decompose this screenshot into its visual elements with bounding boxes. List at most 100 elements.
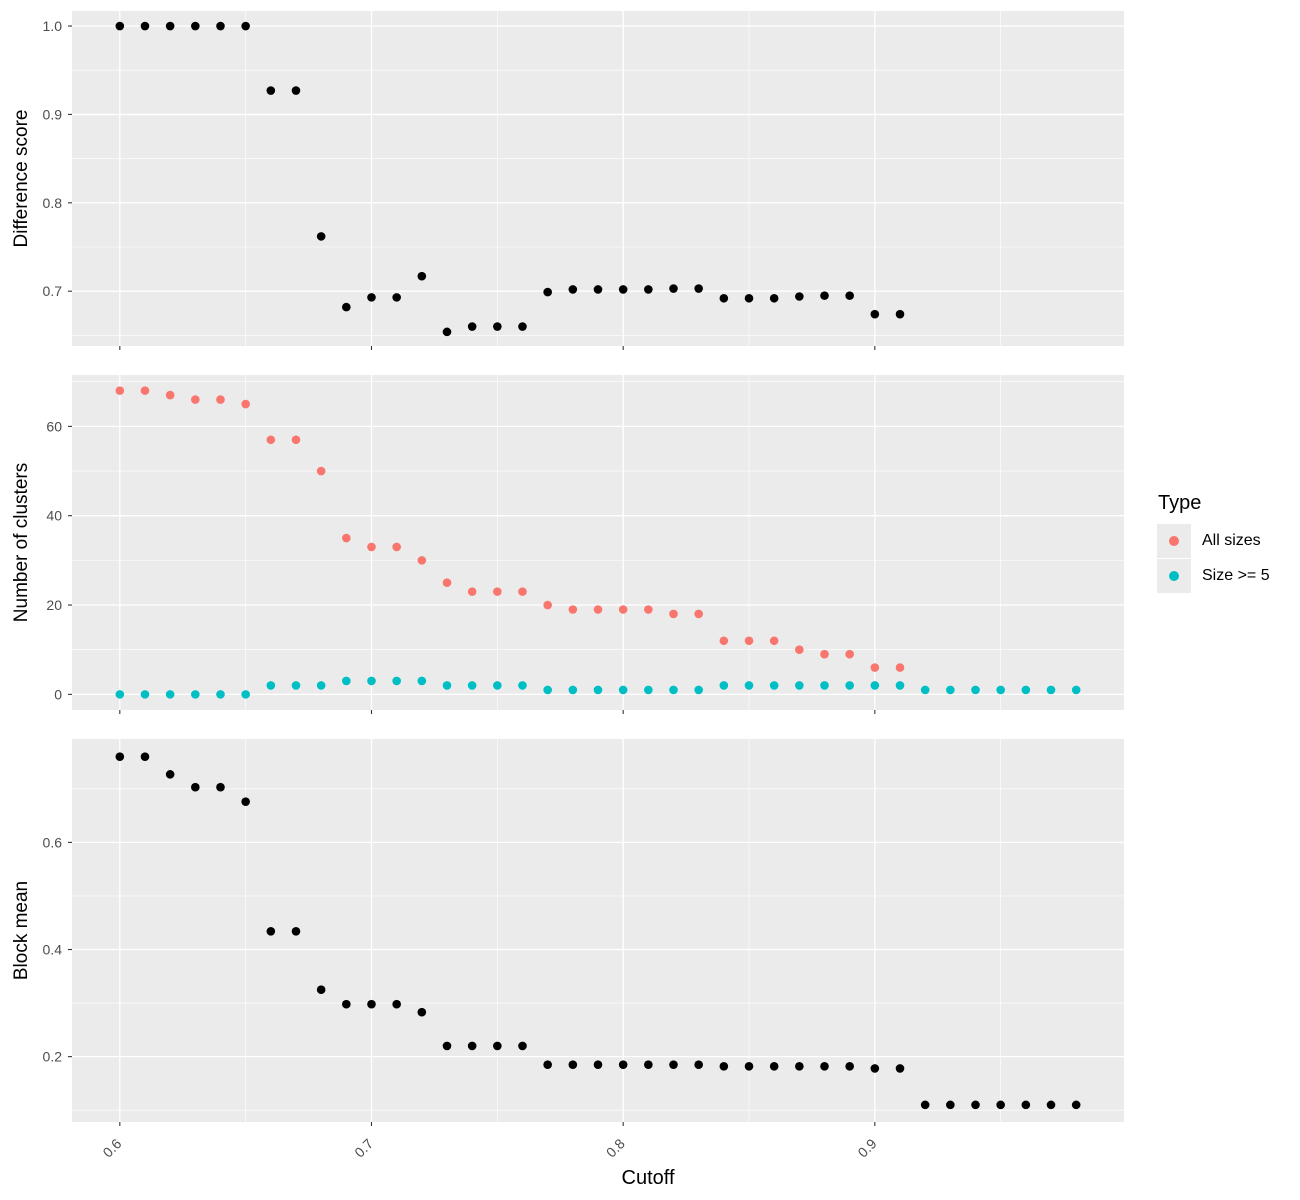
data-point-size-5 — [820, 681, 829, 690]
data-point-difference-score — [769, 293, 779, 303]
data-point-block-mean — [518, 1041, 527, 1051]
data-point-size-5 — [316, 681, 326, 690]
data-point-size-5 — [744, 681, 754, 690]
y-axis-title-difference-score: Difference score — [11, 110, 32, 248]
data-point-block-mean — [845, 1061, 854, 1071]
data-point-difference-score — [191, 21, 200, 31]
legend-title: Type — [1158, 492, 1202, 514]
data-point-block-mean — [493, 1041, 502, 1051]
data-point-block-mean — [316, 985, 326, 994]
data-point-size-5 — [417, 676, 427, 686]
y-tick-label-block-mean: 0.2 — [43, 1049, 63, 1065]
y-tick-label-number-of-clusters: 0 — [54, 686, 62, 702]
data-point-all-sizes — [216, 395, 225, 404]
data-point-size-5 — [241, 690, 250, 699]
data-point-block-mean — [417, 1007, 427, 1017]
data-point-all-sizes — [795, 645, 804, 654]
y-axis-title-number-of-clusters: Number of clusters — [11, 463, 32, 622]
data-point-block-mean — [367, 999, 376, 1009]
data-point-block-mean — [593, 1060, 603, 1069]
data-point-all-sizes — [241, 399, 250, 409]
data-point-size-5 — [1021, 685, 1031, 695]
data-point-all-sizes — [618, 605, 628, 614]
data-point-size-5 — [593, 685, 603, 695]
x-axis-title: Cutoff — [622, 1167, 675, 1189]
data-point-block-mean — [820, 1061, 829, 1071]
data-point-all-sizes — [568, 605, 578, 614]
data-point-size-5 — [115, 690, 125, 699]
data-point-all-sizes — [165, 390, 175, 400]
data-point-block-mean — [216, 782, 225, 792]
y-tick-label-difference-score: 0.8 — [43, 195, 63, 211]
data-point-all-sizes — [191, 395, 200, 404]
data-point-block-mean — [291, 927, 301, 936]
data-point-difference-score — [115, 21, 125, 31]
data-point-block-mean — [467, 1041, 477, 1051]
data-point-difference-score — [140, 21, 150, 31]
data-point-difference-score — [543, 287, 552, 297]
data-point-difference-score — [820, 291, 829, 300]
data-point-difference-score — [467, 322, 477, 331]
data-point-size-5 — [442, 681, 452, 690]
legend: Type All sizes Size >= 5 — [1150, 490, 1290, 600]
data-point-size-5 — [946, 685, 955, 695]
data-point-size-5 — [1071, 685, 1081, 695]
data-point-difference-score — [266, 86, 276, 95]
data-point-all-sizes — [744, 636, 754, 646]
data-point-block-mean — [342, 999, 351, 1009]
data-point-all-sizes — [518, 587, 527, 596]
data-point-block-mean — [191, 782, 200, 792]
data-point-size-5 — [568, 685, 578, 695]
data-point-all-sizes — [115, 386, 125, 395]
data-point-difference-score — [870, 309, 880, 319]
panel-background-difference-score — [72, 11, 1124, 346]
data-point-difference-score — [442, 327, 452, 337]
y-tick-label-number-of-clusters: 60 — [46, 418, 62, 434]
data-point-all-sizes — [845, 649, 854, 659]
legend-key-all-sizes — [1157, 524, 1191, 558]
data-point-difference-score — [644, 285, 653, 294]
data-point-size-5 — [996, 685, 1005, 695]
data-point-size-5 — [216, 690, 225, 699]
data-point-all-sizes — [140, 386, 150, 395]
data-point-all-sizes — [392, 542, 401, 552]
data-point-all-sizes — [593, 605, 603, 614]
data-point-all-sizes — [266, 435, 276, 445]
data-point-difference-score — [241, 21, 250, 31]
y-tick-label-block-mean: 0.4 — [43, 942, 63, 958]
panel-background-number-of-clusters — [72, 375, 1124, 710]
data-point-all-sizes — [417, 556, 427, 565]
data-point-size-5 — [669, 685, 678, 695]
data-point-difference-score — [392, 293, 401, 302]
data-point-block-mean — [1021, 1100, 1031, 1110]
data-point-all-sizes — [342, 533, 351, 543]
y-tick-label-block-mean: 0.6 — [43, 834, 63, 850]
data-point-difference-score — [342, 302, 351, 312]
data-point-block-mean — [795, 1061, 804, 1071]
data-point-all-sizes — [316, 466, 326, 476]
data-point-all-sizes — [442, 578, 452, 587]
data-point-size-5 — [644, 685, 653, 695]
data-point-block-mean — [618, 1060, 628, 1069]
data-point-block-mean — [442, 1041, 452, 1051]
legend-label-all-sizes: All sizes — [1202, 532, 1261, 549]
data-point-block-mean — [920, 1100, 930, 1110]
data-point-size-5 — [291, 681, 301, 690]
data-point-block-mean — [946, 1100, 955, 1110]
data-point-block-mean — [870, 1064, 880, 1073]
data-point-difference-score — [493, 322, 502, 331]
data-point-size-5 — [165, 690, 175, 699]
data-point-difference-score — [618, 285, 628, 294]
legend-dot-all-sizes — [1169, 536, 1179, 546]
data-point-difference-score — [795, 292, 804, 301]
data-point-all-sizes — [367, 542, 376, 552]
data-point-block-mean — [1071, 1100, 1081, 1110]
data-point-all-sizes — [291, 435, 301, 445]
data-point-difference-score — [719, 293, 729, 303]
data-point-block-mean — [719, 1061, 729, 1071]
data-point-size-5 — [694, 685, 703, 695]
data-point-difference-score — [291, 86, 301, 95]
data-point-size-5 — [191, 690, 200, 699]
data-point-block-mean — [266, 927, 276, 936]
data-point-all-sizes — [719, 636, 729, 646]
